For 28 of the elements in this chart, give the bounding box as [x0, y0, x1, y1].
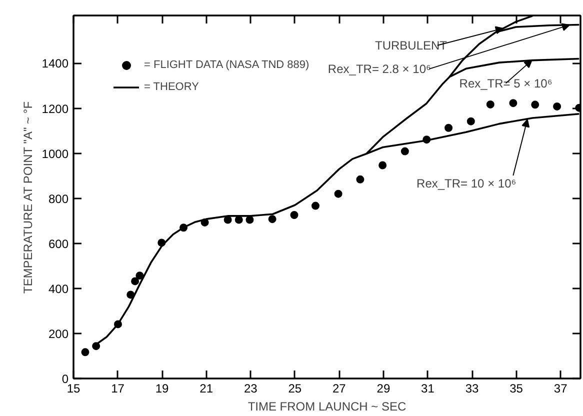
legend-label: = FLIGHT DATA (NASA TND 889)	[144, 59, 310, 71]
x-tick-label: 37	[554, 382, 568, 396]
x-tick-label: 15	[66, 382, 80, 396]
x-tick-label: 31	[421, 382, 435, 396]
annotation: Rex_TR= 5 × 10⁶	[459, 76, 552, 90]
x-axis-title: TIME FROM LAUNCH ~ SEC	[248, 400, 407, 414]
x-tick-label: 17	[111, 382, 125, 396]
annotation: TURBULENT	[375, 38, 448, 52]
legend-label: = THEORY	[144, 81, 199, 93]
x-tick-label: 27	[332, 382, 346, 396]
x-tick-label: 25	[288, 382, 302, 396]
y-tick-label: 1400	[42, 56, 69, 71]
annotation: Rex_TR= 10 × 10⁶	[416, 176, 516, 191]
x-tick-label: 35	[510, 382, 524, 396]
x-tick-label: 33	[465, 382, 480, 396]
x-tick-label: 29	[376, 382, 390, 396]
y-tick-label: 600	[48, 236, 69, 251]
y-tick-label: 800	[48, 192, 69, 206]
y-tick-label: 1200	[42, 102, 69, 116]
y-tick-label: 200	[48, 326, 69, 341]
x-tick-label: 21	[200, 382, 214, 396]
y-axis-title: TEMPERATURE AT POINT "A" ~ °F	[20, 101, 35, 294]
y-tick-label: 0	[62, 372, 69, 386]
x-tick-label: 19	[155, 382, 170, 396]
y-tick-label: 400	[48, 282, 69, 296]
x-tick-label: 23	[244, 382, 258, 396]
annotation: Rex_TR= 2.8 × 10⁶	[328, 62, 431, 76]
y-tick-label: 1000	[42, 146, 69, 161]
